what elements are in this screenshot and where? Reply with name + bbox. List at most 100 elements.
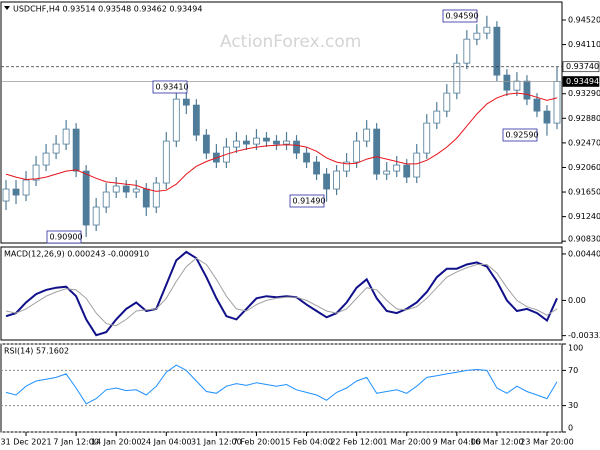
candle-body <box>293 140 300 154</box>
x-tick-label: 15 Feb 04:00 <box>280 438 332 447</box>
x-tick-label: 24 Jan 04:00 <box>141 438 192 447</box>
indicator-line <box>5 364 558 405</box>
x-tick-label: 16 Mar 12:00 <box>470 438 523 447</box>
candle-body <box>122 185 130 193</box>
x-tick-label: 22 Feb 12:00 <box>330 438 382 447</box>
candle-body <box>393 164 401 172</box>
x-tick-label: 9 Mar 04:00 <box>433 438 481 447</box>
candle-body <box>42 152 50 166</box>
x-tick-label: 31 Dec 2021 <box>0 438 51 447</box>
menu-arrow <box>4 6 10 10</box>
annotation: 0.92590 <box>506 131 539 140</box>
candle-body <box>333 170 341 190</box>
annotation-box <box>46 230 82 244</box>
x-tick-label: 1 Mar 20:00 <box>383 438 431 447</box>
panel-title: MACD(12,26,9) 0.000243 -0.000910 <box>4 250 149 259</box>
candle-body <box>383 170 391 175</box>
y-tick-label: -0.003338 <box>568 331 600 340</box>
candle-body <box>373 128 381 175</box>
moving-average <box>5 92 558 192</box>
candle-body <box>22 179 30 196</box>
candle-body <box>353 140 361 163</box>
y-tick-label: 70 <box>568 366 578 375</box>
candle-body <box>202 134 210 154</box>
y-tick-label: 0.93290 <box>568 89 600 98</box>
y-tick-label: 0.90830 <box>568 235 600 244</box>
candle-body <box>543 110 551 124</box>
level-label: 0.93494 <box>566 77 599 86</box>
x-tick-label: 31 Jan 12:00 <box>191 438 242 447</box>
indicator-line <box>5 250 558 337</box>
panel-frame <box>0 246 563 341</box>
y-tick-label: 0.91240 <box>568 212 600 221</box>
y-tick-label: 0.004403 <box>568 249 600 258</box>
candle-body <box>413 152 421 178</box>
annotation-box <box>502 128 538 142</box>
candle-body <box>32 164 40 181</box>
y-tick-label: 0.00 <box>568 296 586 305</box>
candle-body <box>553 81 561 124</box>
level-label-box <box>562 76 600 87</box>
annotation: 0.94590 <box>446 12 479 21</box>
candle-body <box>243 140 250 145</box>
candle-body <box>323 173 330 190</box>
candle-body <box>162 140 170 184</box>
candle-body <box>72 128 80 172</box>
annotation: 0.91490 <box>293 197 326 206</box>
candle-body <box>12 188 20 196</box>
panel-frame <box>0 343 563 433</box>
candle-body <box>433 110 441 124</box>
candle-body <box>343 161 351 172</box>
candle-body <box>363 128 371 142</box>
y-tick-label: 100 <box>568 344 583 353</box>
candle-body <box>503 74 511 91</box>
y-tick-label: 0.92880 <box>568 114 600 123</box>
candle-body <box>463 38 471 64</box>
panel-title: RSI(14) 57.1602 <box>4 347 69 356</box>
y-tick-label: 30 <box>568 401 578 410</box>
x-tick-label: 7 Jan 12:00 <box>53 438 99 447</box>
candle-body <box>473 32 481 40</box>
indicator-line <box>5 257 558 327</box>
candle-body <box>403 164 411 178</box>
candle-body <box>253 137 260 145</box>
candle-body <box>102 191 110 208</box>
annotation: 0.90900 <box>50 233 83 242</box>
x-tick-label: 7 Feb 20:00 <box>233 438 280 447</box>
x-tick-label: 23 Mar 20:00 <box>520 438 573 447</box>
candle-body <box>313 161 320 175</box>
panel-frame <box>0 1 563 244</box>
candle-body <box>82 170 90 226</box>
annotation: 0.93410 <box>156 83 189 92</box>
level-label: 0.93740 <box>566 62 599 71</box>
candle-body <box>152 182 160 208</box>
y-tick-label: 0.92470 <box>568 138 600 147</box>
y-tick-label: 0.91650 <box>568 188 600 197</box>
candle-body <box>513 80 521 91</box>
candle-body <box>493 26 501 76</box>
candle-body <box>112 185 120 193</box>
annotation-box <box>289 194 325 208</box>
candle-body <box>483 26 491 34</box>
candle-body <box>303 152 310 163</box>
watermark: ActionForex.com <box>220 32 361 52</box>
x-tick-label: 14 Jan 20:00 <box>91 438 142 447</box>
candle-body <box>273 140 280 145</box>
candle-body <box>2 188 10 202</box>
y-tick-label: 0 <box>568 424 573 433</box>
candle-body <box>92 206 100 226</box>
candle-body <box>132 188 140 193</box>
y-tick-label: 0.94110 <box>568 40 600 49</box>
candle-body <box>523 80 531 100</box>
candle-body <box>283 140 290 145</box>
candle-body <box>172 98 180 142</box>
y-tick-label: 0.92060 <box>568 163 600 172</box>
panel-title: USDCHF,H4 0.93514 0.93548 0.93462 0.9349… <box>13 5 202 14</box>
candle-body <box>142 188 150 208</box>
candle-body <box>453 62 461 94</box>
candle-body <box>423 122 431 154</box>
annotation-box <box>152 80 188 94</box>
candle-body <box>52 143 60 154</box>
